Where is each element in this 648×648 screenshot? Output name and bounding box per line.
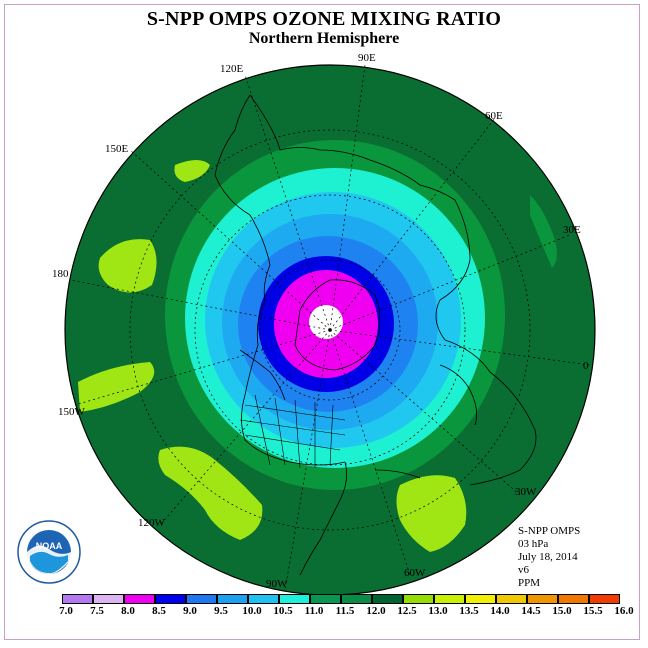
lon-label-30e: 30E — [563, 224, 581, 236]
colorbar-swatch — [186, 594, 217, 604]
colorbar-swatch — [496, 594, 527, 604]
colorbar-tick-label: 12.5 — [397, 605, 417, 617]
colorbar-swatch — [248, 594, 279, 604]
colorbar-tick-label: 8.5 — [152, 605, 166, 617]
lon-label-60w: 60W — [404, 567, 426, 579]
noaa-logo: NOAA — [17, 520, 81, 584]
chart-subtitle: Northern Hemisphere — [248, 30, 400, 47]
lime-patch-180 — [98, 239, 157, 293]
graticule — [69, 64, 591, 591]
colorbar-tick-label: 7.5 — [90, 605, 104, 617]
chart-title: S-NPP OMPS OZONE MIXING RATIO — [146, 8, 502, 30]
colorbar-tick-label: 9.0 — [183, 605, 197, 617]
lime-patch-150e — [174, 160, 210, 182]
colorbar-tick-label: 7.0 — [59, 605, 73, 617]
lon-label-30w: 30W — [515, 486, 537, 498]
colorbar-swatch — [124, 594, 155, 604]
colorbar-swatch — [217, 594, 248, 604]
colorbar-swatch — [527, 594, 558, 604]
colorbar-swatch — [341, 594, 372, 604]
lon-label-120e: 120E — [220, 63, 244, 75]
colorbar — [62, 594, 620, 604]
info-instrument: S-NPP OMPS — [518, 525, 581, 537]
product-info: S-NPP OMPS 03 hPa July 18, 2014 v6 PPM — [518, 525, 580, 590]
colorbar-ticks: 7.0 7.5 8.0 8.5 9.0 9.5 10.0 10.5 11.0 11.5 12.0 12… — [0, 605, 648, 621]
info-units: PPM — [518, 577, 541, 589]
colorbar-tick-label: 13.0 — [428, 605, 448, 617]
lon-label-120w: 120W — [138, 517, 165, 529]
colorbar-tick-label: 11.0 — [304, 605, 324, 617]
colorbar-tick-label: 13.5 — [459, 605, 479, 617]
colorbar-swatch — [558, 594, 589, 604]
lime-patch-120w — [158, 446, 263, 540]
colorbar-tick-label: 14.5 — [521, 605, 541, 617]
colorbar-tick-label: 8.0 — [121, 605, 135, 617]
colorbar-swatch — [465, 594, 496, 604]
lon-label-150e: 150E — [105, 143, 129, 155]
lon-label-60e: 60E — [485, 110, 503, 122]
logo-text: NOAA — [36, 541, 63, 551]
colorbar-tick-label: 14.0 — [490, 605, 510, 617]
lon-label-90e: 90E — [358, 52, 376, 64]
colorbar-swatch — [62, 594, 93, 604]
colorbar-tick-label: 11.5 — [335, 605, 355, 617]
info-level: 03 hPa — [518, 538, 549, 550]
political-boundaries — [239, 394, 346, 469]
colorbar-swatch — [93, 594, 124, 604]
coastlines — [214, 94, 537, 576]
colorbar-swatch — [279, 594, 310, 604]
info-date: July 18, 2014 — [518, 551, 578, 563]
polar-night-hole — [309, 305, 343, 339]
colorbar-tick-label: 9.5 — [214, 605, 228, 617]
colorbar-swatch — [310, 594, 341, 604]
lon-label-180: 180 — [52, 268, 69, 280]
colorbar-swatch — [403, 594, 434, 604]
lon-label-0: 0 — [583, 360, 589, 372]
colorbar-swatch — [434, 594, 465, 604]
lime-patch-30w — [396, 475, 467, 552]
colorbar-swatch — [155, 594, 186, 604]
figure-frame — [4, 4, 640, 640]
lon-label-90w: 90W — [266, 578, 288, 590]
lime-patch-150w — [78, 362, 155, 412]
lon-label-150w: 150W — [58, 406, 85, 418]
green-patch-30e — [530, 195, 557, 268]
colorbar-swatch — [372, 594, 403, 604]
info-version: v6 — [518, 564, 529, 576]
colorbar-swatch — [589, 594, 620, 604]
colorbar-tick-label: 15.0 — [552, 605, 572, 617]
colorbar-tick-label: 10.0 — [242, 605, 262, 617]
colorbar-tick-label: 15.5 — [583, 605, 603, 617]
colorbar-tick-label: 16.0 — [614, 605, 634, 617]
colorbar-tick-label: 12.0 — [366, 605, 386, 617]
colorbar-tick-label: 10.5 — [273, 605, 293, 617]
